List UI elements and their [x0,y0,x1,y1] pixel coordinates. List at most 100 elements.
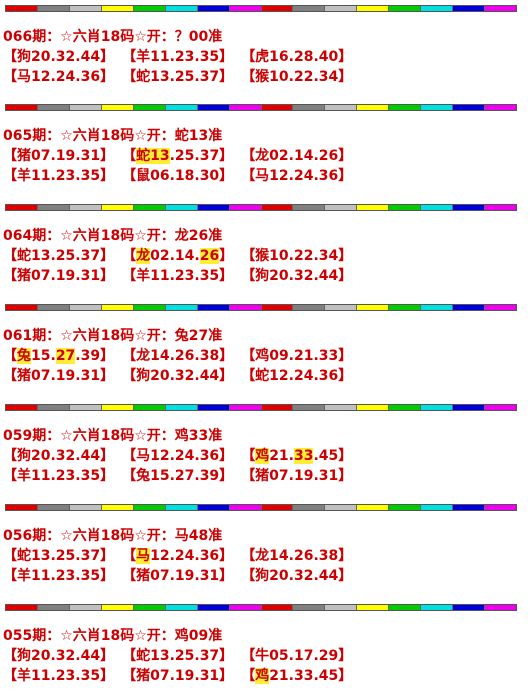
color-divider-segment [325,405,358,410]
color-divider-segment [485,6,516,11]
zodiac-item: 【龙02.14.26】 [122,246,233,266]
color-divider-segment [293,205,326,210]
color-divider-segment [485,605,516,610]
zodiac-text: 【 [122,248,137,264]
color-divider-segment [485,205,516,210]
zodiac-item: 【蛇13.25.37】 [3,546,114,566]
issue-block: 059期：☆六肖18码☆开：鸡33准 【狗20.32.44】 【马12.24.36】… [3,426,529,486]
color-divider-segment [6,605,38,610]
zodiac-item: 【马12.24.36】 [241,166,352,186]
color-divider-segment [37,6,70,11]
zodiac-text: 【蛇13.25.37】 [122,648,234,664]
issue-title: 064期：☆六肖18码☆开：龙26准 [3,228,223,244]
zodiac-text: 【羊11.23.35】 [3,568,115,584]
hit-highlight: 27 [55,348,76,364]
issue-block: 065期：☆六肖18码☆开：蛇13准 【猪07.19.31】 【蛇13.25.37】… [3,126,529,186]
zodiac-item: 【蛇12.24.36】 [241,366,352,386]
color-divider-segment [165,205,198,210]
zodiac-text: 【龙14.26.38】 [122,348,234,364]
color-divider-segment [421,6,454,11]
color-divider-segment [293,305,326,310]
zodiac-text: 【羊11.23.35】 [122,49,234,65]
issue-title: 056期：☆六肖18码☆开：马48准 [3,528,223,544]
zodiac-item: 【猪07.19.31】 [3,146,114,166]
zodiac-text: 【猪07.19.31】 [122,668,234,684]
zodiac-item: 【鸡09.21.33】 [241,346,352,366]
issue-title: 066期：☆六肖18码☆开：？00准 [3,29,223,45]
zodiac-item: 【鸡21.33.45】 [241,666,352,686]
color-divider-segment [261,405,294,410]
zodiac-text: 【 [122,548,137,564]
color-divider-segment [133,6,166,11]
zodiac-text: 【狗20.32.44】 [3,448,115,464]
zodiac-row: 【猪07.19.31】 【狗20.32.44】 【蛇12.24.36】 [3,366,529,386]
issue-title: 055期：☆六肖18码☆开：鸡09准 [3,628,223,644]
color-divider-segment [101,105,134,110]
zodiac-item: 【蛇13.25.37】 [122,67,233,87]
color-divider-segment [261,205,294,210]
zodiac-text: 【马12.24.36】 [241,168,353,184]
zodiac-item: 【蛇13.25.37】 [122,646,233,666]
zodiac-text: 【蛇13.25.37】 [3,248,115,264]
color-divider-segment [69,605,102,610]
zodiac-text: 【猪07.19.31】 [122,568,234,584]
color-divider-segment [453,405,486,410]
color-divider-segment [261,105,294,110]
color-divider-segment [485,305,516,310]
color-divider [5,604,517,611]
color-divider-segment [325,205,358,210]
color-divider-segment [133,505,166,510]
color-divider-segment [453,605,486,610]
zodiac-text: 【羊11.23.35】 [3,168,115,184]
zodiac-row: 【蛇13.25.37】 【马12.24.36】 【龙14.26.38】 [3,546,529,566]
color-divider-segment [293,505,326,510]
color-divider-segment [229,405,262,410]
zodiac-text: 【猪07.19.31】 [3,148,115,164]
zodiac-text: 【猪07.19.31】 [3,368,115,384]
color-divider-segment [165,305,198,310]
color-divider-segment [421,405,454,410]
zodiac-item: 【龙14.26.38】 [122,346,233,366]
color-divider-segment [69,205,102,210]
color-divider-segment [6,305,38,310]
color-divider [5,204,517,211]
color-divider-segment [453,205,486,210]
zodiac-text: 【狗20.32.44】 [3,49,115,65]
color-divider [5,504,517,511]
zodiac-text: 【羊11.23.35】 [122,268,234,284]
zodiac-item: 【猪07.19.31】 [3,366,114,386]
zodiac-item: 【羊11.23.35】 [3,566,114,586]
zodiac-row: 【兔15.27.39】 【龙14.26.38】 【鸡09.21.33】 [3,346,529,366]
color-divider-segment [357,405,390,410]
color-divider-segment [133,605,166,610]
hit-highlight: 马 [136,548,151,564]
color-divider-segment [229,305,262,310]
color-divider-segment [229,105,262,110]
hit-highlight: 26 [199,248,220,264]
color-divider [5,304,517,311]
issue-block: 064期：☆六肖18码☆开：龙26准 【蛇13.25.37】 【龙02.14.26】… [3,226,529,286]
zodiac-row: 【猪07.19.31】 【蛇13.25.37】 【龙02.14.26】 [3,146,529,166]
color-divider-segment [197,105,230,110]
color-divider-segment [293,6,326,11]
color-divider-segment [133,405,166,410]
zodiac-text: 【狗20.32.44】 [3,648,115,664]
zodiac-text: 【鸡09.21.33】 [241,348,353,364]
zodiac-item: 【蛇13.25.37】 [122,146,233,166]
color-divider-segment [389,205,422,210]
zodiac-item: 【猪07.19.31】 [122,566,233,586]
color-divider [5,5,517,12]
zodiac-item: 【猪07.19.31】 [241,466,352,486]
zodiac-text: 02.14. [150,248,200,264]
color-divider-segment [229,6,262,11]
color-divider-segment [37,605,70,610]
color-divider-segment [165,505,198,510]
color-divider-segment [389,605,422,610]
zodiac-item: 【猪07.19.31】 [122,666,233,686]
color-divider-segment [389,105,422,110]
zodiac-row: 【羊11.23.35】 【猪07.19.31】 【鸡21.33.45】 [3,666,529,686]
color-divider-segment [389,6,422,11]
color-divider-segment [37,505,70,510]
color-divider-segment [6,505,38,510]
color-divider-segment [197,505,230,510]
